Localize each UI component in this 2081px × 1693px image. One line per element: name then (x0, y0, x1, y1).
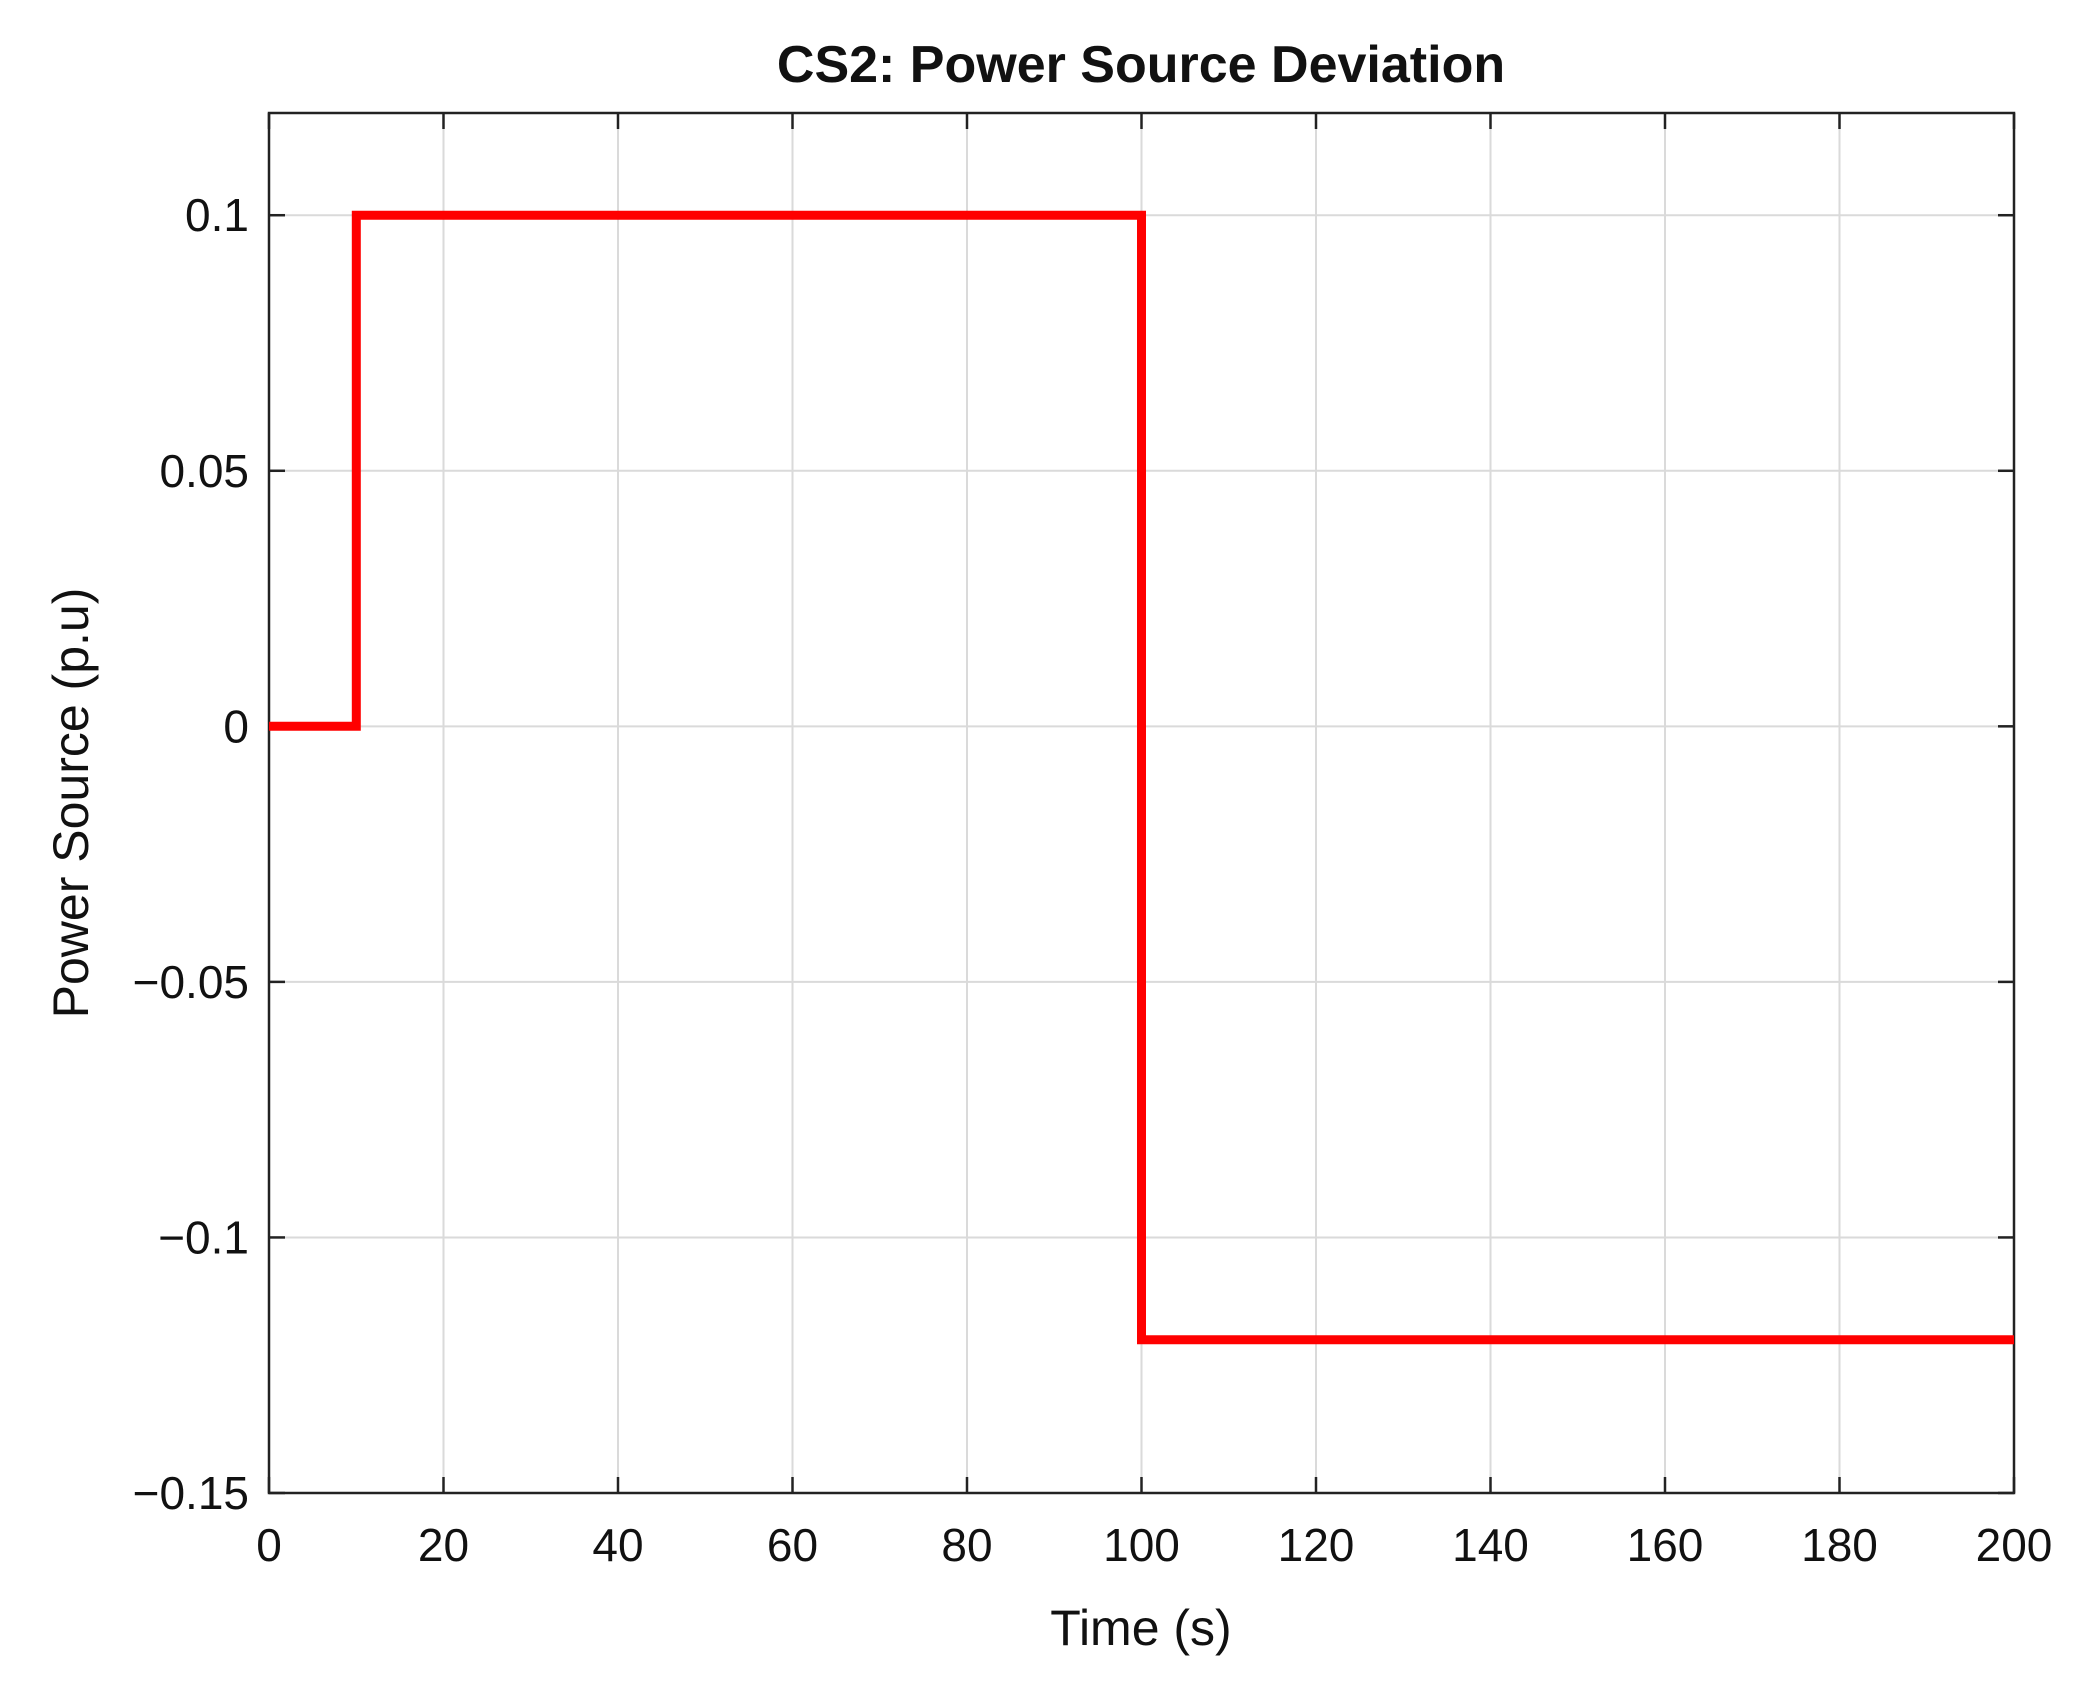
x-axis-label: Time (s) (1050, 1600, 1231, 1656)
x-tick-label: 180 (1801, 1519, 1878, 1571)
series-line (269, 210, 2014, 1345)
y-tick-label: −0.1 (158, 1211, 249, 1263)
chart-title: CS2: Power Source Deviation (777, 36, 1505, 94)
y-tick-label: 0.1 (185, 189, 249, 241)
x-tick-label: 200 (1976, 1519, 2053, 1571)
x-tick-label: 20 (418, 1519, 469, 1571)
x-tick-label: 40 (592, 1519, 643, 1571)
y-tick-labels: −0.15 −0.1 −0.05 0 0.05 0.1 (133, 189, 249, 1519)
x-tick-label: 120 (1278, 1519, 1355, 1571)
x-tick-label: 60 (767, 1519, 818, 1571)
y-tick-label: 0 (223, 700, 249, 752)
y-axis-label: Power Source (p.u) (43, 588, 99, 1019)
x-tick-label: 80 (941, 1519, 992, 1571)
y-tick-label: −0.15 (133, 1467, 249, 1519)
x-tick-label: 100 (1103, 1519, 1180, 1571)
x-tick-labels: 0 20 40 60 80 100 120 140 160 180 200 (256, 1519, 2052, 1571)
y-tick-label: −0.05 (133, 956, 249, 1008)
x-tick-label: 0 (256, 1519, 282, 1571)
x-tick-label: 140 (1452, 1519, 1529, 1571)
y-tick-label: 0.05 (159, 445, 249, 497)
series-layer (269, 210, 2014, 1345)
x-tick-label: 160 (1627, 1519, 1704, 1571)
